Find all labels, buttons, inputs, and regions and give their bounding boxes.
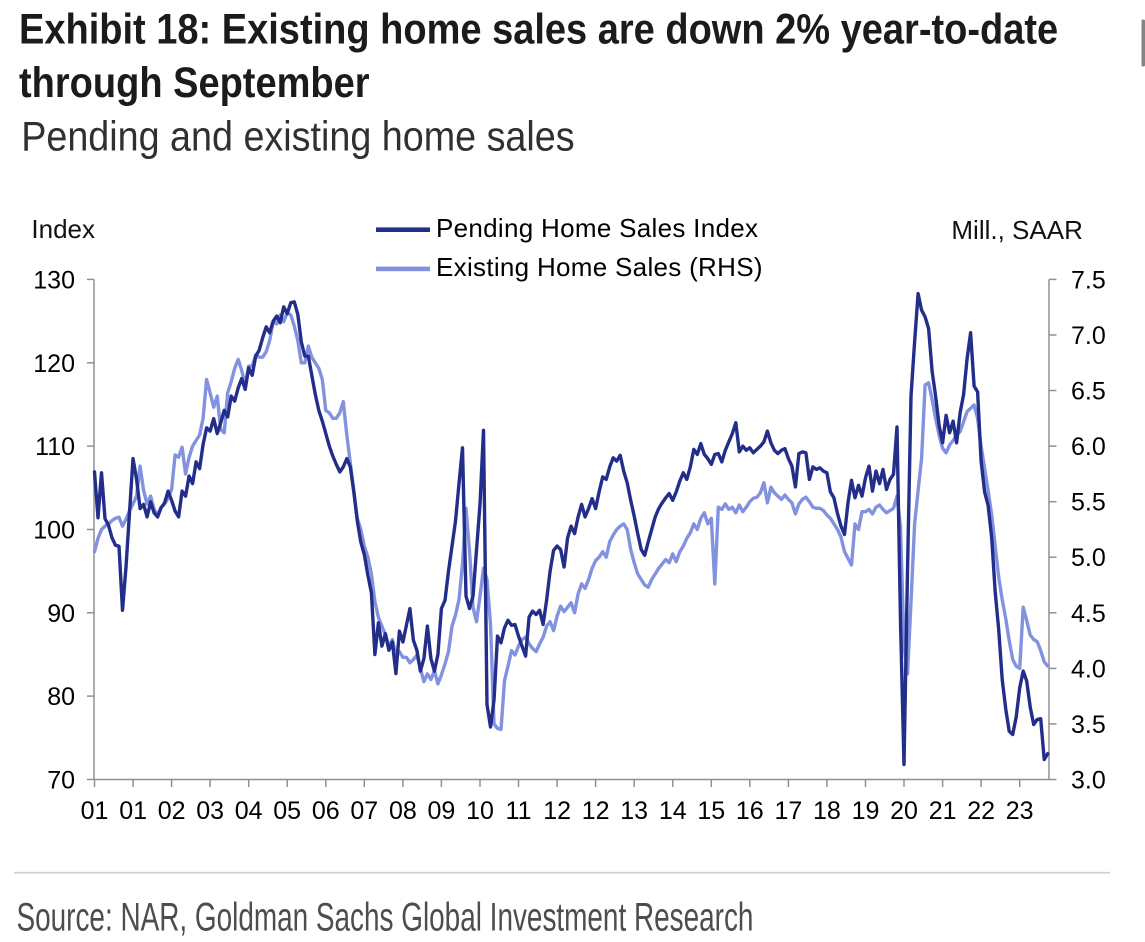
- svg-text:01: 01: [81, 797, 109, 825]
- svg-text:5.0: 5.0: [1071, 544, 1106, 572]
- svg-text:20: 20: [890, 797, 918, 825]
- svg-text:22: 22: [967, 797, 995, 825]
- svg-text:12: 12: [543, 797, 571, 825]
- svg-text:18: 18: [813, 797, 841, 825]
- svg-text:6.5: 6.5: [1071, 378, 1106, 406]
- svg-text:13: 13: [620, 797, 648, 825]
- svg-text:120: 120: [33, 350, 75, 378]
- svg-text:7.5: 7.5: [1071, 266, 1106, 294]
- svg-text:21: 21: [929, 797, 957, 825]
- svg-text:19: 19: [852, 797, 880, 825]
- svg-text:09: 09: [427, 797, 455, 825]
- svg-text:14: 14: [659, 797, 687, 825]
- svg-text:02: 02: [158, 797, 186, 825]
- svg-text:17: 17: [774, 797, 802, 825]
- svg-text:04: 04: [235, 797, 263, 825]
- svg-text:90: 90: [47, 600, 75, 628]
- svg-text:130: 130: [33, 266, 75, 294]
- svg-text:110: 110: [35, 433, 75, 461]
- svg-text:23: 23: [1006, 797, 1034, 825]
- svg-text:01: 01: [119, 797, 147, 825]
- svg-text:11: 11: [506, 797, 532, 825]
- svg-text:100: 100: [33, 517, 75, 545]
- svg-text:12: 12: [582, 797, 610, 825]
- svg-text:5.5: 5.5: [1071, 489, 1106, 517]
- svg-text:3.5: 3.5: [1071, 711, 1106, 739]
- svg-text:08: 08: [389, 797, 417, 825]
- svg-text:15: 15: [697, 797, 725, 825]
- svg-text:10: 10: [466, 797, 494, 825]
- svg-text:3.0: 3.0: [1071, 767, 1106, 795]
- svg-text:Exhibit 18: Existing home sale: Exhibit 18: Existing home sales are down…: [19, 4, 1058, 53]
- svg-text:05: 05: [273, 797, 301, 825]
- svg-text:Index: Index: [31, 214, 95, 244]
- svg-text:through September: through September: [19, 58, 370, 107]
- svg-text:4.5: 4.5: [1071, 600, 1106, 628]
- svg-text:70: 70: [47, 767, 75, 795]
- svg-text:Pending Home Sales Index: Pending Home Sales Index: [436, 213, 758, 243]
- svg-text:Existing Home Sales (RHS): Existing Home Sales (RHS): [436, 252, 763, 282]
- svg-text:Mill., SAAR: Mill., SAAR: [951, 215, 1082, 245]
- svg-text:06: 06: [312, 797, 340, 825]
- svg-text:03: 03: [196, 797, 224, 825]
- svg-text:16: 16: [736, 797, 764, 825]
- svg-text:Source: NAR, Goldman Sachs Glo: Source: NAR, Goldman Sachs Global Invest…: [17, 896, 754, 940]
- svg-text:7.0: 7.0: [1071, 322, 1106, 350]
- svg-text:07: 07: [350, 797, 378, 825]
- svg-text:6.0: 6.0: [1071, 433, 1106, 461]
- svg-text:Pending and existing home sale: Pending and existing home sales: [21, 113, 574, 159]
- svg-text:4.0: 4.0: [1071, 655, 1106, 683]
- svg-text:80: 80: [47, 683, 75, 711]
